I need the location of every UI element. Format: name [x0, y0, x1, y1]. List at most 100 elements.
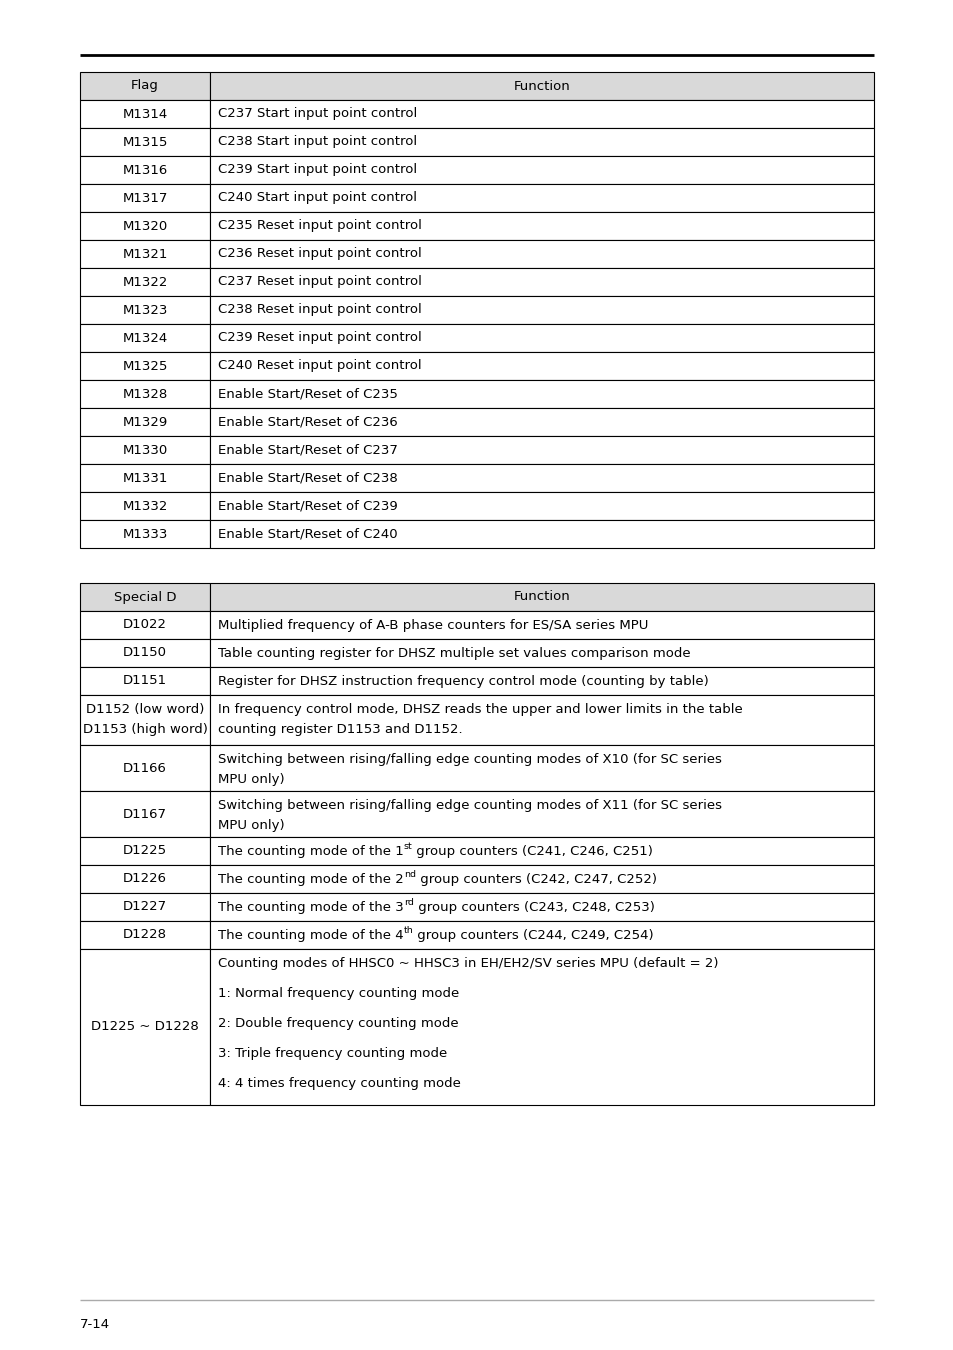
Text: D1152 (low word): D1152 (low word) — [86, 703, 204, 717]
Bar — [80, 269, 210, 296]
Bar — [210, 464, 873, 491]
Text: In frequency control mode, DHSZ reads the upper and lower limits in the table: In frequency control mode, DHSZ reads th… — [218, 703, 742, 716]
Text: group counters (C242, C247, C252): group counters (C242, C247, C252) — [416, 872, 656, 886]
Bar — [80, 128, 210, 157]
Bar — [210, 184, 873, 212]
Bar — [210, 892, 873, 921]
Text: M1315: M1315 — [122, 135, 168, 148]
Text: Flag: Flag — [131, 80, 159, 93]
Bar — [210, 72, 873, 100]
Bar — [80, 464, 210, 491]
Text: M1324: M1324 — [122, 332, 168, 344]
Text: C240 Start input point control: C240 Start input point control — [218, 192, 416, 204]
Text: MPU only): MPU only) — [218, 819, 284, 832]
Text: Function: Function — [513, 590, 570, 603]
Text: 4: 4 times frequency counting mode: 4: 4 times frequency counting mode — [218, 1077, 460, 1091]
Text: nd: nd — [403, 869, 416, 879]
Text: C238 Reset input point control: C238 Reset input point control — [218, 304, 421, 316]
Text: C236 Reset input point control: C236 Reset input point control — [218, 247, 421, 261]
Bar — [210, 583, 873, 612]
Text: M1328: M1328 — [122, 387, 168, 401]
Text: The counting mode of the 4: The counting mode of the 4 — [218, 929, 403, 941]
Bar — [210, 921, 873, 949]
Text: 1: Normal frequency counting mode: 1: Normal frequency counting mode — [218, 987, 458, 1000]
Bar — [80, 240, 210, 269]
Bar — [80, 520, 210, 548]
Text: group counters (C241, C246, C251): group counters (C241, C246, C251) — [412, 845, 653, 857]
Bar — [210, 269, 873, 296]
Text: M1333: M1333 — [122, 528, 168, 540]
Text: MPU only): MPU only) — [218, 774, 284, 786]
Text: M1316: M1316 — [122, 163, 168, 177]
Text: D1150: D1150 — [123, 647, 167, 660]
Text: Enable Start/Reset of C237: Enable Start/Reset of C237 — [218, 444, 397, 456]
Text: Table counting register for DHSZ multiple set values comparison mode: Table counting register for DHSZ multipl… — [218, 647, 690, 660]
Bar — [80, 324, 210, 352]
Text: group counters (C243, C248, C253): group counters (C243, C248, C253) — [414, 900, 654, 914]
Bar — [80, 612, 210, 639]
Bar — [80, 892, 210, 921]
Text: C239 Reset input point control: C239 Reset input point control — [218, 332, 421, 344]
Bar — [210, 408, 873, 436]
Text: M1321: M1321 — [122, 247, 168, 261]
Text: C239 Start input point control: C239 Start input point control — [218, 163, 416, 177]
Bar — [80, 100, 210, 128]
Bar — [80, 436, 210, 464]
Bar — [210, 157, 873, 184]
Text: Register for DHSZ instruction frequency control mode (counting by table): Register for DHSZ instruction frequency … — [218, 675, 708, 687]
Bar — [210, 352, 873, 379]
Bar — [80, 667, 210, 695]
Bar — [210, 865, 873, 892]
Bar — [210, 667, 873, 695]
Text: The counting mode of the 3: The counting mode of the 3 — [218, 900, 403, 914]
Bar — [210, 324, 873, 352]
Bar — [210, 837, 873, 865]
Bar — [80, 745, 210, 791]
Text: group counters (C244, C249, C254): group counters (C244, C249, C254) — [413, 929, 654, 941]
Bar — [210, 100, 873, 128]
Text: D1227: D1227 — [123, 900, 167, 914]
Text: D1225 ~ D1228: D1225 ~ D1228 — [91, 1021, 198, 1034]
Bar — [80, 212, 210, 240]
Text: M1325: M1325 — [122, 359, 168, 373]
Text: counting register D1153 and D1152.: counting register D1153 and D1152. — [218, 724, 462, 736]
Text: st: st — [403, 842, 412, 850]
Bar — [80, 72, 210, 100]
Text: D1166: D1166 — [123, 761, 167, 775]
Bar — [80, 379, 210, 408]
Bar — [210, 520, 873, 548]
Text: M1317: M1317 — [122, 192, 168, 204]
Bar — [80, 408, 210, 436]
Bar — [80, 157, 210, 184]
Text: M1331: M1331 — [122, 471, 168, 485]
Text: Enable Start/Reset of C239: Enable Start/Reset of C239 — [218, 500, 397, 513]
Text: M1323: M1323 — [122, 304, 168, 316]
Text: Enable Start/Reset of C238: Enable Start/Reset of C238 — [218, 471, 397, 485]
Bar — [210, 296, 873, 324]
Bar — [80, 837, 210, 865]
Bar — [80, 695, 210, 745]
Text: 3: Triple frequency counting mode: 3: Triple frequency counting mode — [218, 1048, 447, 1060]
Text: C240 Reset input point control: C240 Reset input point control — [218, 359, 421, 373]
Text: Enable Start/Reset of C240: Enable Start/Reset of C240 — [218, 528, 397, 540]
Text: The counting mode of the 1: The counting mode of the 1 — [218, 845, 403, 857]
Text: C238 Start input point control: C238 Start input point control — [218, 135, 416, 148]
Text: M1320: M1320 — [122, 220, 168, 232]
Text: D1225: D1225 — [123, 845, 167, 857]
Bar — [210, 949, 873, 1106]
Text: Function: Function — [513, 80, 570, 93]
Bar — [210, 379, 873, 408]
Bar — [80, 184, 210, 212]
Text: D1151: D1151 — [123, 675, 167, 687]
Bar — [210, 436, 873, 464]
Bar — [210, 612, 873, 639]
Bar — [210, 212, 873, 240]
Text: 7-14: 7-14 — [80, 1318, 110, 1331]
Text: Counting modes of HHSC0 ~ HHSC3 in EH/EH2/SV series MPU (default = 2): Counting modes of HHSC0 ~ HHSC3 in EH/EH… — [218, 957, 718, 971]
Text: D1167: D1167 — [123, 807, 167, 821]
Text: 2: Double frequency counting mode: 2: Double frequency counting mode — [218, 1017, 458, 1030]
Text: Switching between rising/falling edge counting modes of X11 (for SC series: Switching between rising/falling edge co… — [218, 799, 721, 813]
Text: M1329: M1329 — [122, 416, 168, 428]
Text: D1153 (high word): D1153 (high word) — [83, 724, 207, 737]
Bar — [80, 639, 210, 667]
